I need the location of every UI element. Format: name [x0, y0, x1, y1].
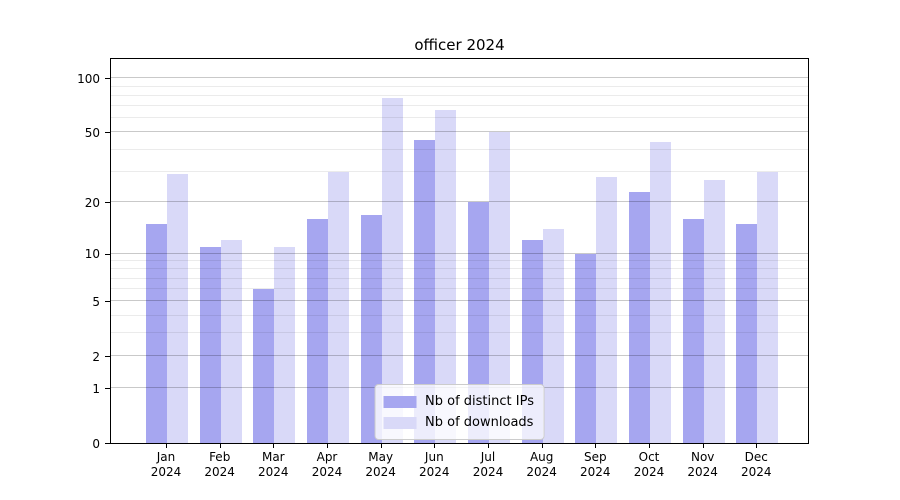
legend: Nb of distinct IPs Nb of downloads [374, 384, 545, 440]
x-tick-mark-aug [541, 444, 543, 448]
bar-downloads-oct [649, 142, 671, 443]
gridline-y-20 [111, 201, 808, 203]
y-tick-label-2: 2 [92, 349, 100, 364]
x-tick-mark-may [380, 444, 382, 448]
bar-downloads-may [381, 97, 403, 443]
x-tick-label-mar: Mar 2024 [258, 450, 289, 479]
gridline-y-70 [111, 105, 808, 107]
y-tick-label-5: 5 [92, 294, 100, 309]
gridline-y-5 [111, 300, 808, 302]
x-tick-mark-sep [595, 444, 597, 448]
bar-distinct-ips-feb [199, 246, 221, 443]
bar-downloads-mar [274, 246, 296, 443]
gridline-y-8 [111, 268, 808, 270]
legend-label-distinct-ips: Nb of distinct IPs [425, 394, 534, 409]
bar-downloads-sep [596, 176, 618, 443]
x-tick-mark-jun [434, 444, 436, 448]
plot-area: Nb of distinct IPs Nb of downloads [110, 58, 809, 444]
bar-distinct-ips-jul [467, 202, 489, 443]
gridline-y-4 [111, 314, 808, 316]
x-tick-mark-jan [166, 444, 167, 448]
bar-downloads-jan [167, 174, 188, 443]
y-tick-label-0: 0 [92, 436, 100, 451]
y-tick-mark-100 [105, 78, 110, 80]
gridline-y-2 [111, 355, 808, 357]
x-tick-label-jan: Jan 2024 [150, 450, 182, 479]
x-tick-label-oct: Oct 2024 [633, 450, 665, 479]
y-tick-mark-5 [105, 301, 110, 303]
gridline-y-100 [111, 77, 808, 79]
y-tick-mark-50 [105, 132, 110, 134]
legend-swatch-distinct-ips-icon [383, 395, 417, 408]
bar-distinct-ips-oct [628, 191, 650, 443]
gridline-y-9 [111, 260, 808, 261]
bar-downloads-jun [435, 109, 457, 443]
x-tick-label-aug: Aug 2024 [526, 450, 557, 479]
legend-swatch-downloads-icon [383, 416, 417, 429]
bar-downloads-dec [757, 171, 779, 443]
y-tick-mark-2 [105, 356, 110, 358]
bar-downloads-feb [220, 240, 242, 443]
gridline-y-50 [111, 131, 808, 133]
y-tick-mark-10 [105, 253, 110, 255]
bar-distinct-ips-sep [575, 253, 597, 443]
x-tick-label-feb: Feb 2024 [204, 450, 235, 479]
gridline-y-90 [111, 85, 808, 87]
x-tick-label-may: May 2024 [365, 450, 396, 479]
x-tick-mark-feb [219, 444, 221, 448]
bar-distinct-ips-jun [414, 140, 436, 443]
x-tick-mark-jul [488, 444, 489, 448]
gridline-y-80 [111, 94, 808, 96]
y-tick-label-1: 1 [92, 381, 100, 396]
gridline-y-30 [111, 170, 808, 172]
bar-distinct-ips-jan [146, 223, 167, 443]
x-tick-mark-apr [327, 444, 328, 448]
y-tick-label-50: 50 [84, 125, 100, 140]
x-tick-mark-oct [649, 444, 650, 448]
bar-distinct-ips-mar [253, 289, 275, 443]
legend-item-downloads: Nb of downloads [383, 412, 534, 433]
bar-downloads-nov [703, 179, 725, 443]
x-tick-label-jun: Jun 2024 [419, 450, 450, 479]
bar-distinct-ips-dec [736, 223, 758, 443]
y-tick-mark-0 [105, 443, 110, 444]
x-tick-mark-dec [756, 444, 758, 448]
chart-title: officer 2024 [414, 36, 505, 54]
legend-item-distinct-ips: Nb of distinct IPs [383, 391, 534, 412]
gridline-y-6 [111, 288, 808, 290]
gridline-y-3 [111, 332, 808, 334]
bar-downloads-apr [327, 171, 349, 443]
x-tick-label-sep: Sep 2024 [580, 450, 611, 479]
x-tick-label-jul: Jul 2024 [472, 450, 504, 479]
gridline-y-7 [111, 277, 808, 279]
y-tick-label-10: 10 [84, 247, 100, 261]
y-tick-label-100: 100 [77, 71, 100, 86]
legend-label-downloads: Nb of downloads [425, 415, 534, 430]
x-tick-label-apr: Apr 2024 [311, 450, 343, 479]
y-tick-mark-20 [105, 202, 110, 204]
y-tick-mark-1 [105, 388, 110, 390]
gridline-y-40 [111, 148, 808, 150]
x-tick-label-dec: Dec 2024 [741, 450, 772, 479]
gridline-y-60 [111, 117, 808, 119]
bar-distinct-ips-nov [682, 219, 704, 443]
bar-downloads-aug [542, 229, 564, 443]
x-tick-label-nov: Nov 2024 [687, 450, 718, 479]
bar-downloads-jul [488, 132, 510, 443]
y-tick-label-20: 20 [84, 195, 100, 210]
x-tick-mark-nov [702, 444, 704, 448]
bar-distinct-ips-apr [306, 219, 328, 443]
gridline-y-10 [111, 252, 808, 254]
x-tick-mark-mar [273, 444, 275, 448]
